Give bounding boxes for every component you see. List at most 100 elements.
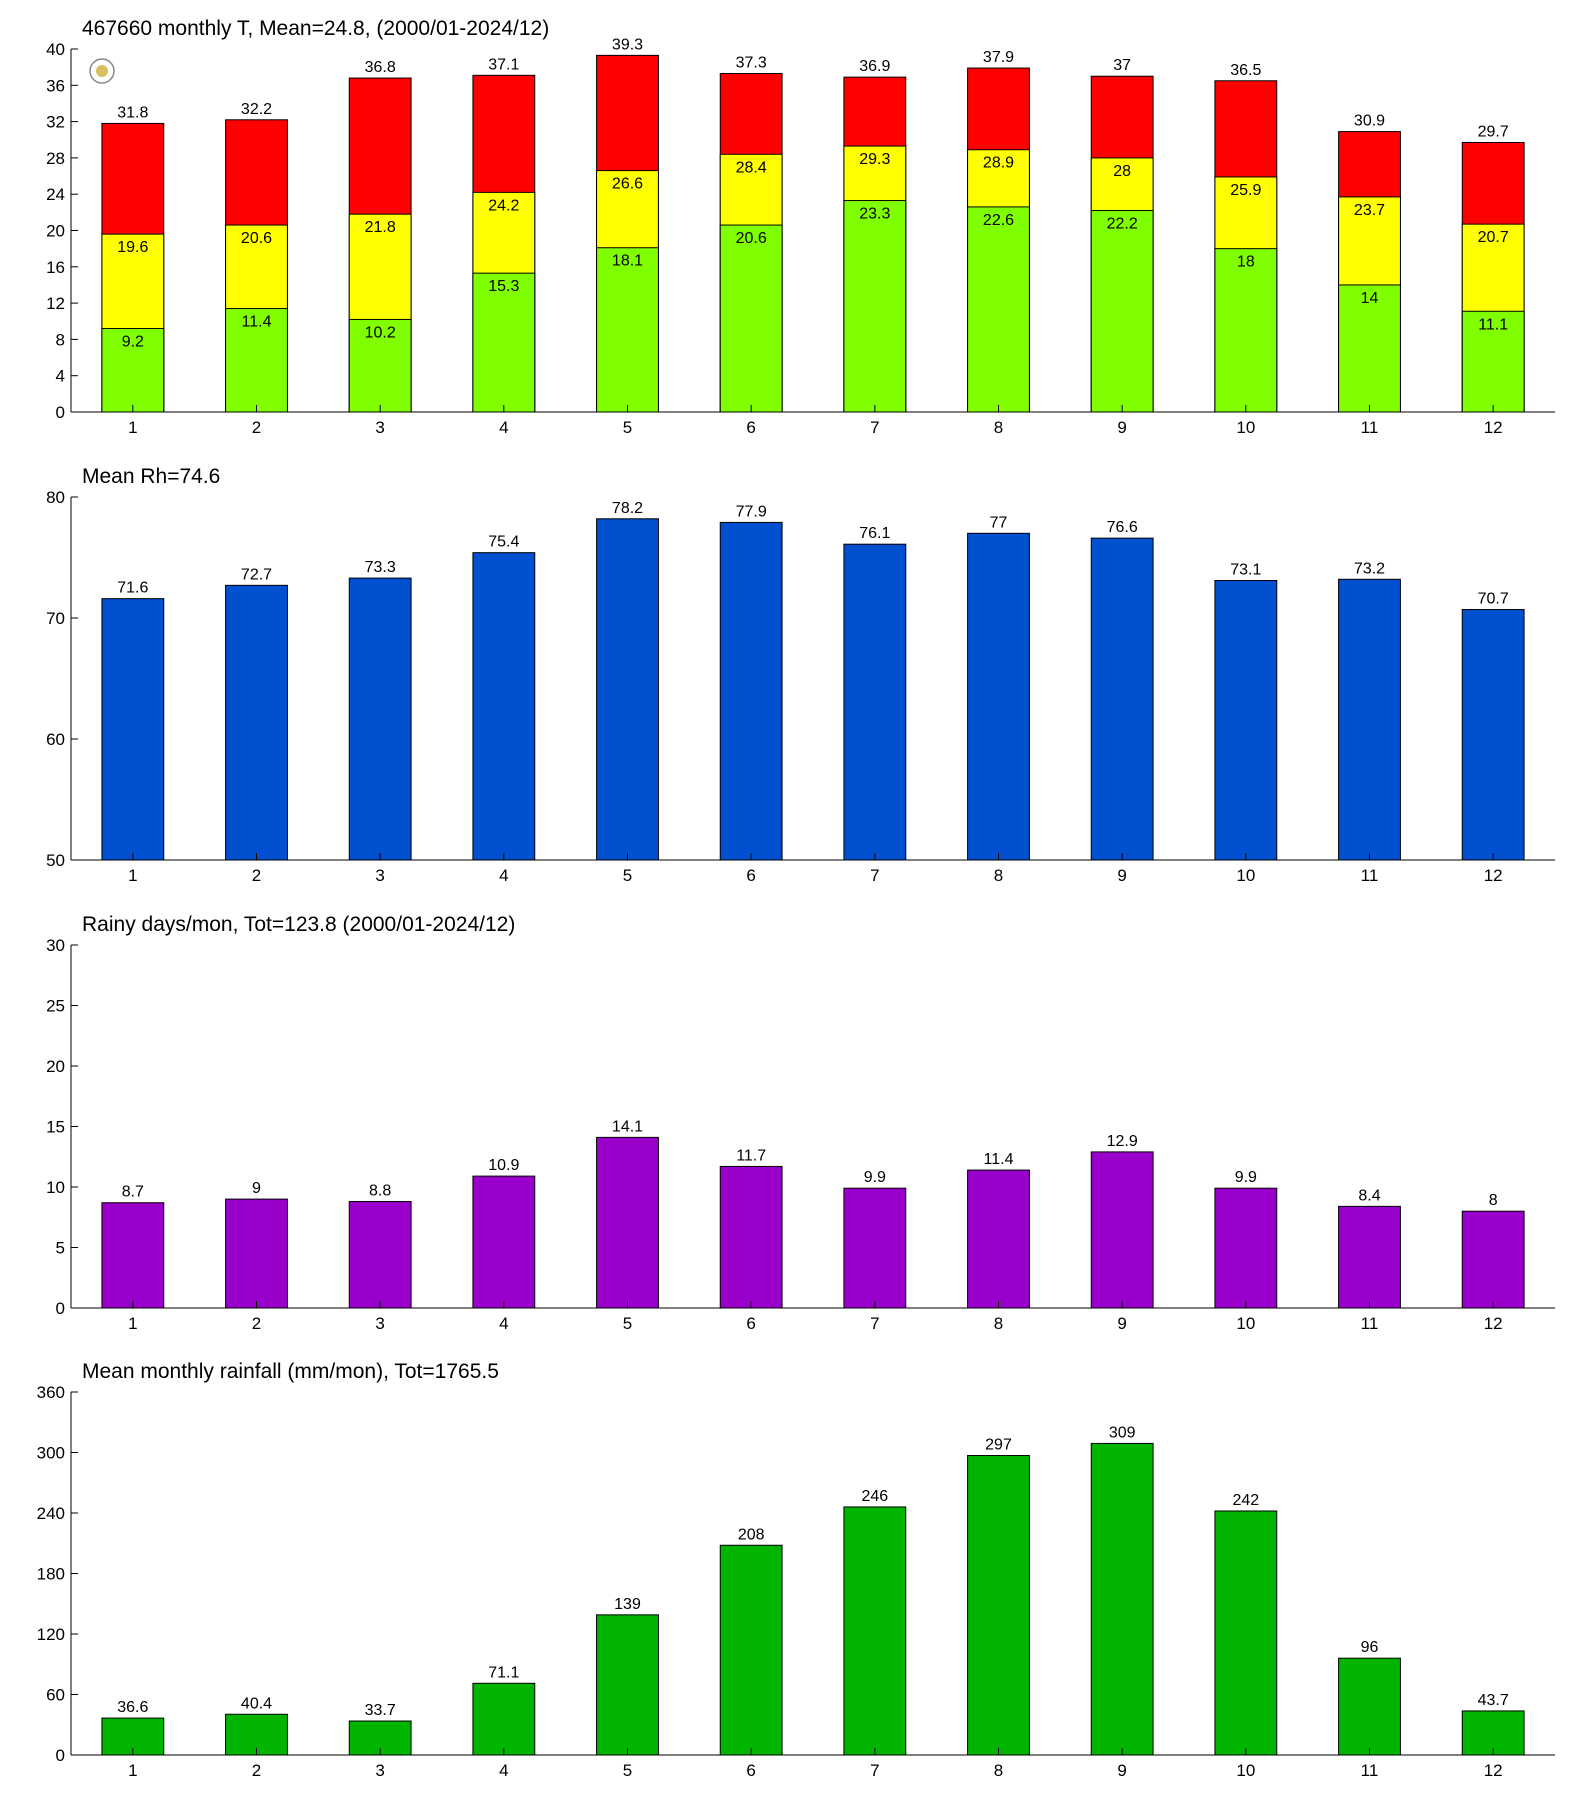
value-label: 39.3 [612, 36, 643, 53]
value-label: 20.7 [1478, 229, 1509, 246]
value-label: 18 [1237, 254, 1255, 271]
bar [225, 584, 288, 861]
value-label: 70.7 [1478, 591, 1509, 608]
y-tick-label: 10 [46, 1178, 65, 1197]
value-label: 76.1 [859, 525, 890, 542]
y-tick-label: 40 [46, 40, 65, 59]
x-tick-label: 11 [1361, 418, 1379, 437]
y-tick-label: 5 [56, 1239, 65, 1258]
value-label: 20.6 [241, 230, 272, 247]
value-label: 22.6 [983, 212, 1014, 229]
value-label: 78.2 [612, 500, 643, 517]
value-label: 73.2 [1354, 560, 1385, 577]
value-label: 37.9 [983, 49, 1014, 66]
x-tick-label: 8 [994, 1314, 1003, 1333]
x-tick-label: 4 [499, 866, 508, 885]
value-label: 36.9 [859, 58, 890, 75]
logo-center [96, 65, 108, 77]
x-tick-label: 2 [252, 418, 261, 437]
bar [843, 1187, 907, 1309]
x-tick-label: 10 [1236, 418, 1255, 437]
chart-title: Rainy days/mon, Tot=123.8 (2000/01-2024/… [82, 913, 515, 936]
y-tick-label: 120 [37, 1625, 65, 1644]
value-label: 40.4 [241, 1695, 272, 1712]
bar [967, 1455, 1030, 1756]
value-label: 20.6 [736, 230, 767, 247]
x-tick-label: 1 [128, 866, 137, 885]
bar [472, 272, 536, 413]
y-tick-label: 70 [46, 609, 65, 628]
chart-title: Mean Rh=74.6 [82, 465, 220, 488]
value-label: 73.3 [365, 559, 396, 576]
value-label: 71.6 [117, 580, 148, 597]
y-tick-label: 15 [46, 1118, 65, 1137]
value-label: 24.2 [488, 197, 519, 214]
value-label: 11.1 [1478, 316, 1508, 333]
x-tick-label: 5 [623, 1314, 632, 1333]
value-label: 9.2 [122, 334, 144, 351]
value-label: 9 [252, 1180, 261, 1197]
x-tick-label: 12 [1484, 1314, 1503, 1333]
bar [225, 1198, 288, 1309]
x-tick-label: 9 [1117, 866, 1126, 885]
y-tick-label: 80 [46, 488, 65, 507]
x-tick-label: 1 [128, 418, 137, 437]
y-tick-label: 4 [56, 367, 65, 386]
value-label: 25.9 [1230, 182, 1261, 199]
x-tick-label: 12 [1484, 866, 1503, 885]
y-tick-label: 0 [56, 1299, 65, 1318]
bar [719, 1544, 783, 1756]
bar [225, 308, 288, 413]
y-tick-label: 32 [46, 113, 65, 132]
x-tick-label: 3 [375, 866, 384, 885]
bar [1338, 1205, 1401, 1309]
value-label: 8.4 [1358, 1187, 1380, 1204]
x-tick-label: 4 [499, 418, 508, 437]
x-tick-label: 2 [252, 1761, 261, 1780]
value-label: 77 [990, 514, 1008, 531]
value-label: 246 [861, 1488, 888, 1505]
x-tick-label: 9 [1117, 418, 1126, 437]
value-label: 37.3 [736, 55, 767, 72]
bar [596, 1614, 659, 1756]
value-label: 33.7 [365, 1702, 396, 1719]
value-label: 9.9 [1235, 1169, 1257, 1186]
x-tick-label: 11 [1361, 1314, 1379, 1333]
x-tick-label: 6 [746, 866, 755, 885]
x-tick-label: 8 [994, 418, 1003, 437]
y-tick-label: 12 [46, 294, 65, 313]
value-label: 36.6 [117, 1699, 148, 1716]
value-label: 297 [985, 1437, 1012, 1454]
y-tick-label: 240 [37, 1504, 65, 1523]
bar [1461, 310, 1525, 413]
bar [101, 1202, 165, 1309]
y-tick-label: 8 [56, 330, 65, 349]
bar [1461, 1710, 1525, 1756]
value-label: 77.9 [736, 503, 767, 520]
value-label: 73.1 [1230, 561, 1261, 578]
x-tick-label: 11 [1361, 1761, 1379, 1780]
x-tick-label: 9 [1117, 1314, 1126, 1333]
y-tick-label: 30 [46, 936, 65, 955]
value-label: 28.9 [983, 155, 1014, 172]
y-tick-label: 28 [46, 149, 65, 168]
x-tick-label: 5 [623, 1761, 632, 1780]
bar [967, 532, 1030, 861]
value-label: 11.7 [736, 1147, 766, 1164]
y-tick-label: 0 [56, 1746, 65, 1765]
bar [719, 224, 783, 413]
value-label: 37 [1113, 57, 1131, 74]
bar [348, 1201, 412, 1309]
bar [1214, 579, 1278, 861]
value-label: 11.4 [984, 1151, 1014, 1168]
value-label: 31.8 [117, 104, 148, 121]
value-label: 14.1 [612, 1118, 643, 1135]
value-label: 30.9 [1354, 113, 1385, 130]
bar [1090, 1442, 1154, 1756]
y-tick-label: 60 [46, 1686, 65, 1705]
value-label: 8.7 [122, 1184, 144, 1201]
value-label: 242 [1232, 1492, 1259, 1509]
bar [843, 543, 907, 861]
value-label: 72.7 [241, 566, 272, 583]
value-label: 37.1 [488, 56, 519, 73]
